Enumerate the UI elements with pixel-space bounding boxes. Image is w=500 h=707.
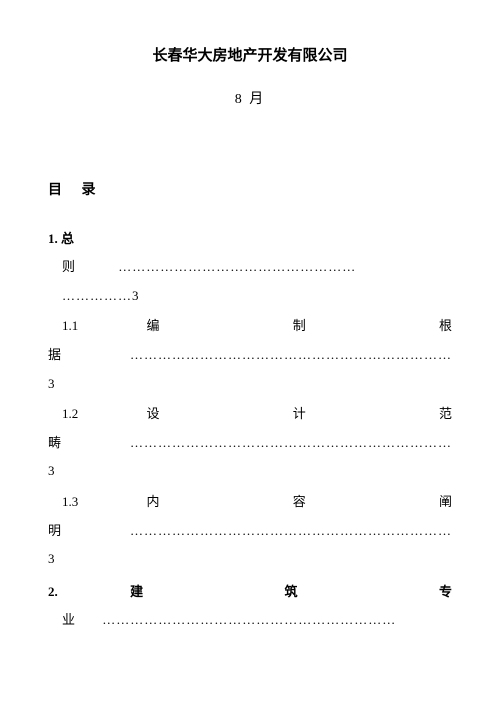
entry-dots: …………………………………………… [78,259,356,274]
entry-spaced-line: 2. 建 筑 专 [48,578,452,607]
entry-cont-line: 据 …………………………………………………………… [48,341,452,370]
toc-entry: 1.2 设 计 范 畴 …………………………………………………………… 3 [48,400,452,486]
page-number: 3 [48,457,452,486]
page-number: 3 [48,545,452,574]
entry-label: 明 [48,523,94,538]
entry-dots: …………………………………………………………… [130,523,452,538]
document-header: 长春华大房地产开发有限公司 8 月 [48,40,452,116]
toc-entry: 1.1 编 制 根 据 …………………………………………………………… 3 [48,312,452,398]
entry-dots: …………………………………………………………… [130,347,452,362]
entry-dots: ……………3 [48,288,140,303]
entry-spaced-line: 1.1 编 制 根 [48,312,452,341]
section-number: 1. 总 [48,225,452,254]
entry-cont-line: 畴 …………………………………………………………… [48,429,452,458]
entry-num: 1. [48,231,58,246]
entry-spaced-line: 1.2 设 计 范 [48,400,452,429]
entry-spaced-line: 1.3 内 容 阐 [48,488,452,517]
entry-dots: …………………………………………………………… [130,435,452,450]
toc-entry: 1.3 内 容 阐 明 …………………………………………………………… 3 [48,488,452,574]
document-date: 8 月 [48,85,452,116]
company-name: 长春华大房地产开发有限公司 [48,40,452,73]
entry-label: 据 [48,347,94,362]
entry-label: 畴 [48,435,94,450]
entry-label: 则 [48,259,75,274]
toc-entry: 2. 建 筑 专 业 ……………………………………………………… [48,578,452,635]
entry-label: 业 [48,612,75,627]
entry-line: 业 ……………………………………………………… [48,606,452,635]
entry-cont-line: 明 …………………………………………………………… [48,517,452,546]
page-number: 3 [48,370,452,399]
toc-title: 目 录 [48,176,452,207]
entry-line: 则 …………………………………………… [48,253,452,282]
toc-entry: 1. 总 则 …………………………………………… ……………3 [48,225,452,311]
entry-line: ……………3 [48,282,452,311]
entry-head: 总 [61,231,74,246]
entry-dots: ……………………………………………………… [78,612,396,627]
